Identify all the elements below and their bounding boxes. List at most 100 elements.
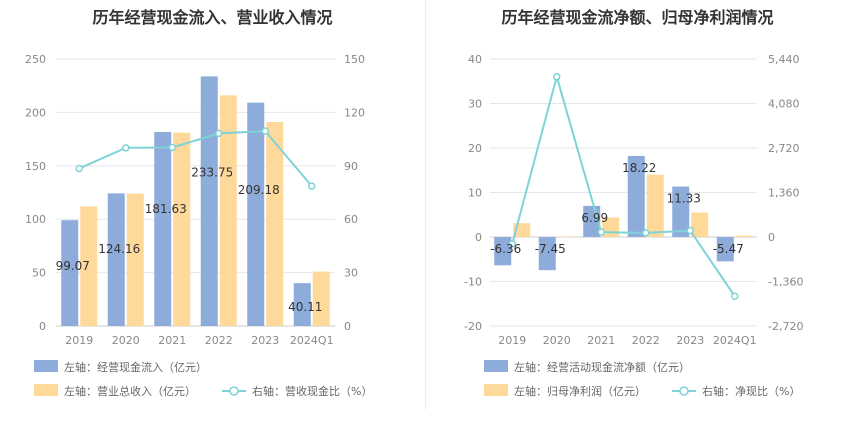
line-point [261,127,269,135]
chart-divider [425,0,426,410]
y-left-tick-label: 20 [468,142,482,155]
y-right-tick-label: 0 [768,231,775,244]
bar [173,132,191,326]
legend-swatch [34,360,58,372]
bar [200,76,218,326]
data-label: 99.07 [56,259,90,273]
x-tick-label: 2021 [587,334,615,347]
bar [61,220,79,326]
y-right-tick-label: -1,360 [768,276,803,289]
y-left-tick-label: 50 [32,267,46,280]
data-label: -5.47 [713,242,744,256]
y-right-tick-label: 60 [344,213,358,226]
x-tick-label: 2019 [498,334,526,347]
data-label: 233.75 [191,166,233,180]
y-right-tick-label: 150 [344,53,365,66]
legend-label: 左轴：经营活动现金流净额（亿元） [514,360,690,374]
y-left-tick-label: 250 [25,53,46,66]
x-tick-label: 2023 [251,334,279,347]
bar [672,186,690,237]
line-point [308,182,316,190]
bar [538,237,556,271]
data-label: 124.16 [98,242,140,256]
line-point [168,143,176,152]
legend-swatch-point [679,386,689,396]
data-label: -7.45 [535,242,566,256]
data-label: -6.36 [490,242,521,256]
line-point [686,226,694,235]
bar [312,271,330,326]
bar [107,193,125,326]
legend-label: 右轴：营收现金比（%） [252,384,372,398]
bar [691,212,709,237]
y-right-tick-label: 1,360 [768,187,800,200]
x-tick-label: 2022 [205,334,233,347]
line-point [642,229,650,237]
bar [266,122,284,327]
line-point [75,164,83,173]
y-left-tick-label: 0 [39,320,46,333]
legend-swatch [34,384,58,396]
bar [80,206,98,326]
legend-label: 左轴：经营现金流入（亿元） [64,360,207,374]
x-tick-label: 2022 [632,334,660,347]
y-right-tick-label: 0 [344,320,351,333]
x-tick-label: 2023 [676,334,704,347]
y-left-tick-label: -20 [464,320,482,333]
y-right-tick-label: 5,440 [768,53,800,66]
data-label: 18.22 [622,161,656,175]
y-right-tick-label: 30 [344,267,358,280]
bar [219,95,237,326]
y-left-tick-label: 30 [468,98,482,111]
y-right-tick-label: 2,720 [768,142,800,155]
legend-label: 右轴：净现比（%） [702,384,800,398]
y-right-tick-label: 4,080 [768,98,800,111]
x-tick-label: 2020 [112,334,140,347]
y-right-tick-label: 90 [344,160,358,173]
bar [126,193,144,326]
y-right-tick-label: -2,720 [768,320,803,333]
legend-swatch-point [229,386,239,396]
bar [293,283,311,326]
bar [716,237,734,262]
bar [494,237,512,266]
series-line [78,130,313,187]
x-tick-label: 2021 [158,334,186,347]
line-point [731,292,739,300]
data-label: 11.33 [667,192,701,206]
legend-label: 左轴：归母净利润（亿元） [514,384,646,398]
data-label: 181.63 [145,202,187,216]
x-tick-label: 2024Q1 [713,334,757,347]
line-point [122,144,130,152]
data-label: 209.18 [238,183,280,197]
legend-swatch [484,360,508,372]
data-label: 6.99 [581,211,608,225]
y-right-tick-label: 120 [344,106,365,119]
bar [154,132,172,326]
bar [646,174,664,237]
y-left-tick-label: 150 [25,160,46,173]
bar [735,235,753,237]
y-left-tick-label: 200 [25,106,46,119]
x-tick-label: 2019 [65,334,93,347]
bar [247,102,265,326]
chart-title-left: 历年经营现金流入、营业收入情况 [92,8,333,27]
data-label: 40.11 [288,300,322,314]
x-tick-label: 2024Q1 [290,334,334,347]
line-point [597,228,605,236]
line-point [508,239,516,248]
x-tick-label: 2020 [543,334,571,347]
legend-swatch [484,384,508,396]
legend-label: 左轴：营业总收入（亿元） [64,384,196,398]
line-point [215,129,223,138]
bar [627,155,645,237]
chart-title-right: 历年经营现金流净额、归母净利润情况 [501,8,774,27]
y-left-tick-label: -10 [464,276,482,289]
y-left-tick-label: 10 [468,187,482,200]
y-left-tick-label: 0 [475,231,482,244]
y-left-tick-label: 40 [468,53,482,66]
y-left-tick-label: 100 [25,213,46,226]
line-point [553,72,561,81]
series-line [511,72,736,297]
